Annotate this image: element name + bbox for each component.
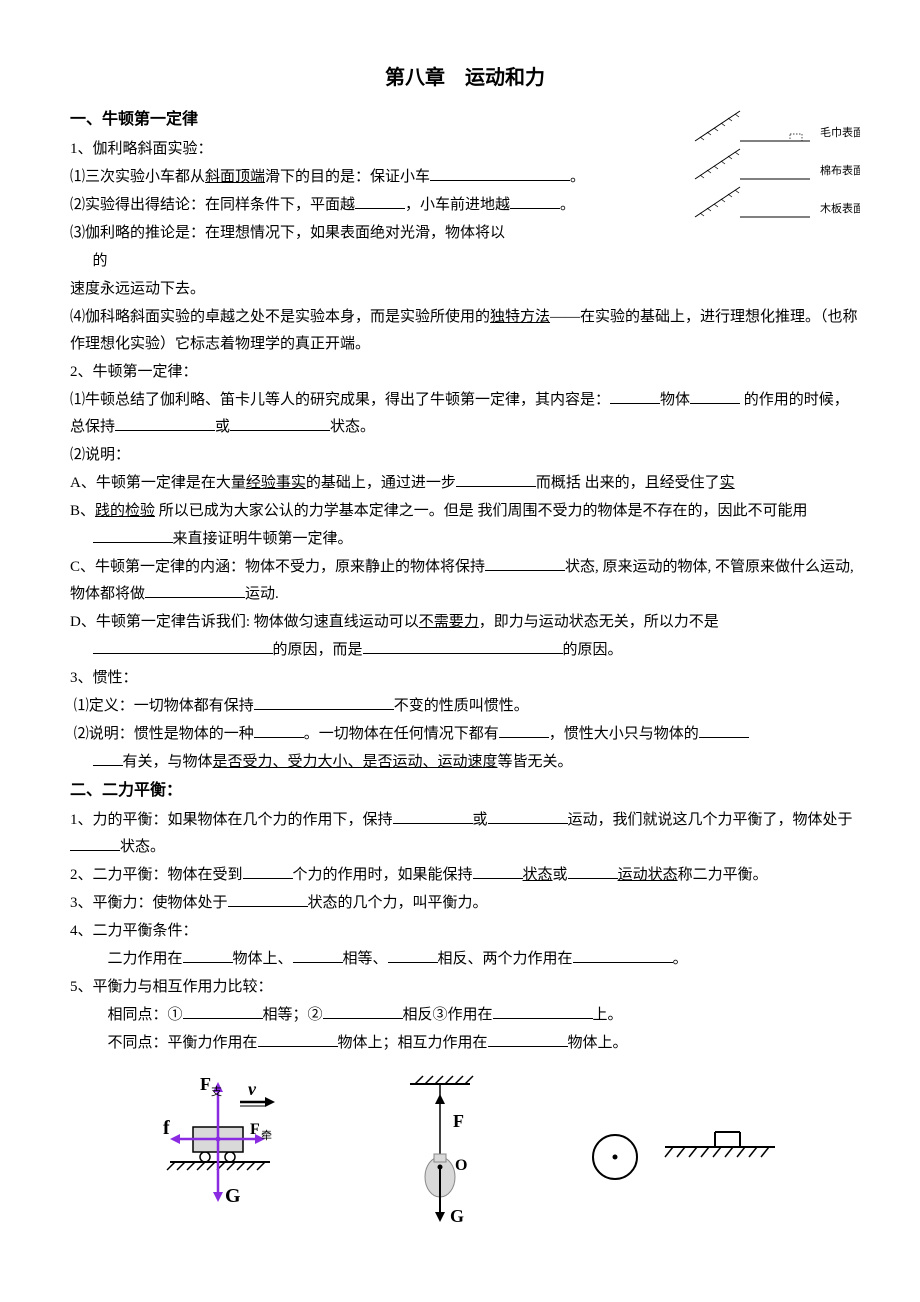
line-1-9: ⑵说明： bbox=[70, 442, 860, 469]
line-1-13b: 的原因，而是的原因。 bbox=[70, 637, 860, 664]
svg-text:支: 支 bbox=[211, 1085, 222, 1098]
line-1-15: ⑴定义：一切物体都有保持不变的性质叫惯性。 bbox=[70, 693, 860, 720]
block-force-diagram: F支 v f F牵 G bbox=[145, 1072, 295, 1222]
line-2-8: 不同点：平衡力作用在物体上；相互力作用在物体上。 bbox=[70, 1030, 860, 1057]
blank bbox=[430, 165, 570, 181]
line-1-7: 2、牛顿第一定律： bbox=[70, 359, 860, 386]
section-2-heading: 二、二力平衡： bbox=[70, 777, 860, 806]
ramp-diagram: 毛巾表面 棉布表面 木板表面 bbox=[690, 106, 860, 236]
blank bbox=[93, 750, 123, 766]
line-1-14: 3、惯性： bbox=[70, 665, 860, 692]
blank bbox=[293, 947, 343, 963]
line-1-16: ⑵说明：惯性是物体的一种。一切物体在任何情况下都有，惯性大小只与物体的 bbox=[70, 721, 860, 748]
hanging-bulb-diagram: F O G bbox=[385, 1072, 495, 1242]
line-1-11: B、践的检验 所以已成为大家公认的力学基本定律之一。但是 我们周围不受力的物体是… bbox=[70, 498, 860, 525]
ramp-label-3: 木板表面 bbox=[820, 201, 860, 215]
blank bbox=[388, 947, 438, 963]
blank bbox=[363, 638, 563, 654]
blank bbox=[183, 947, 233, 963]
blank bbox=[93, 527, 173, 543]
blank bbox=[254, 694, 394, 710]
ramp-label-2: 棉布表面 bbox=[820, 163, 860, 177]
blank bbox=[573, 947, 673, 963]
line-2-2: 2、二力平衡：物体在受到个力的作用时，如果能保持状态或运动状态称二力平衡。 bbox=[70, 862, 860, 889]
blank bbox=[699, 722, 749, 738]
line-2-5: 二力作用在物体上、相等、相反、两个力作用在。 bbox=[70, 946, 860, 973]
svg-text:F: F bbox=[250, 1121, 260, 1138]
line-2-3: 3、平衡力：使物体处于状态的几个力，叫平衡力。 bbox=[70, 890, 860, 917]
blank bbox=[258, 1031, 338, 1047]
blank bbox=[243, 863, 293, 879]
blank bbox=[93, 638, 273, 654]
blank bbox=[456, 471, 536, 487]
line-1-4b: 的 bbox=[70, 248, 860, 275]
line-1-5: 速度永远运动下去。 bbox=[70, 276, 860, 303]
chapter-title: 第八章 运动和力 bbox=[70, 60, 860, 96]
blank bbox=[355, 193, 405, 209]
blank bbox=[499, 722, 549, 738]
blank bbox=[183, 1003, 263, 1019]
blank bbox=[70, 835, 120, 851]
svg-text:v: v bbox=[248, 1079, 257, 1099]
blank bbox=[488, 1031, 568, 1047]
blank bbox=[228, 891, 308, 907]
svg-text:牵: 牵 bbox=[261, 1129, 272, 1142]
blank bbox=[510, 193, 560, 209]
blank bbox=[115, 415, 215, 431]
blank bbox=[323, 1003, 403, 1019]
blank bbox=[488, 808, 568, 824]
blank bbox=[145, 582, 245, 598]
line-1-12: C、牛顿第一定律的内涵：物体不受力，原来静止的物体将保持状态, 原来运动的物体,… bbox=[70, 554, 860, 608]
svg-text:f: f bbox=[163, 1117, 170, 1139]
line-1-6: ⑷伽科略斜面实验的卓越之处不是实验本身，而是实验所使用的独特方法——在实验的基础… bbox=[70, 304, 860, 358]
blank bbox=[568, 863, 618, 879]
line-1-16b: 有关，与物体是否受力、受力大小、是否运动、运动速度等皆无关。 bbox=[70, 749, 860, 776]
blank bbox=[473, 863, 523, 879]
svg-text:G: G bbox=[450, 1206, 464, 1226]
blank bbox=[610, 388, 660, 404]
line-1-11b: 来直接证明牛顿第一定律。 bbox=[70, 526, 860, 553]
line-1-13: D、牛顿第一定律告诉我们: 物体做匀速直线运动可以不需要力，即力与运动状态无关，… bbox=[70, 609, 860, 636]
line-1-10: A、牛顿第一定律是在大量经验事实的基础上，通过进一步而概括 出来的，且经受住了实 bbox=[70, 470, 860, 497]
line-2-1: 1、力的平衡：如果物体在几个力的作用下，保持或运动，我们就说这几个力平衡了，物体… bbox=[70, 807, 860, 861]
blank bbox=[485, 555, 565, 571]
blank bbox=[230, 415, 330, 431]
ball-surface-diagram bbox=[585, 1122, 785, 1202]
svg-text:F: F bbox=[453, 1111, 464, 1131]
line-2-6: 5、平衡力与相互作用力比较： bbox=[70, 974, 860, 1001]
svg-text:O: O bbox=[455, 1157, 467, 1174]
blank bbox=[254, 722, 304, 738]
ramp-label-1: 毛巾表面 bbox=[820, 125, 860, 139]
blank bbox=[393, 808, 473, 824]
blank bbox=[690, 388, 740, 404]
line-1-8: ⑴牛顿总结了伽利略、笛卡儿等人的研究成果，得出了牛顿第一定律，其内容是：物体 的… bbox=[70, 387, 860, 441]
blank bbox=[493, 1003, 593, 1019]
svg-text:G: G bbox=[225, 1185, 241, 1207]
line-2-7: 相同点：①相等；②相反③作用在上。 bbox=[70, 1002, 860, 1029]
force-diagrams: F支 v f F牵 G bbox=[70, 1072, 860, 1242]
svg-text:F: F bbox=[200, 1074, 211, 1094]
line-2-4: 4、二力平衡条件： bbox=[70, 918, 860, 945]
